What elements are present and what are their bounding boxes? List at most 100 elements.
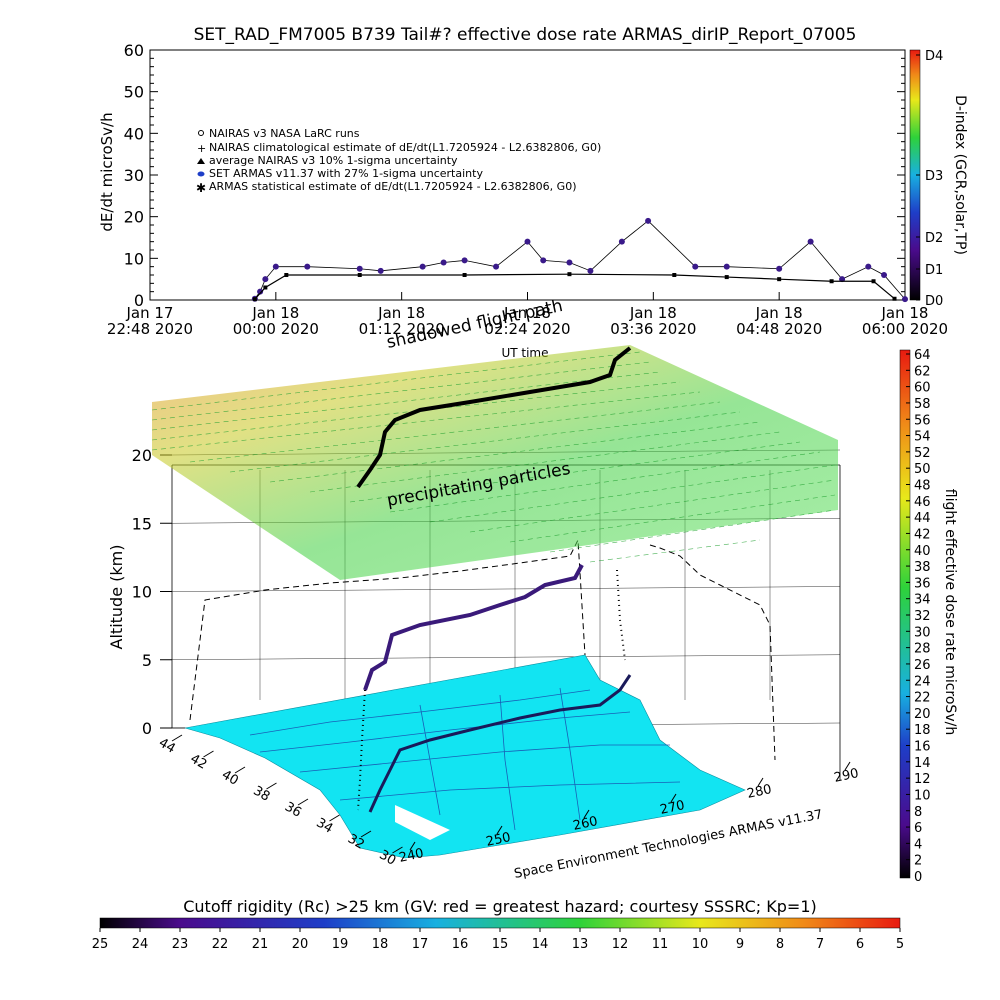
dose-rate-tick-label: 62 bbox=[914, 364, 931, 379]
longitude-tick-label: 250 bbox=[485, 830, 512, 850]
latitude-tick bbox=[329, 814, 340, 822]
legend-entry-nairas-uncertainty: average NAIRAS v3 10% 1-sigma uncertaint… bbox=[209, 154, 458, 167]
legend-entry-nairas-climatological: NAIRAS climatological estimate of dE/dt(… bbox=[209, 141, 601, 154]
legend-entry-nairas-runs: NAIRAS v3 NASA LaRC runs bbox=[209, 127, 360, 140]
longitude-tick bbox=[583, 809, 590, 819]
latitude-tick bbox=[203, 750, 214, 758]
latitude-tick-label: 42 bbox=[188, 751, 210, 772]
armas-data-point bbox=[587, 267, 594, 274]
armas-data-point bbox=[419, 263, 426, 270]
cutoff-rigidity-tick-label: 13 bbox=[572, 937, 589, 952]
statistical-data-point bbox=[892, 296, 897, 301]
armas-data-point bbox=[776, 265, 783, 272]
cutoff-rigidity-tick-label: 19 bbox=[332, 937, 349, 952]
dose-rate-tick-label: 18 bbox=[914, 723, 931, 738]
cutoff-rigidity-tick-label: 11 bbox=[652, 937, 669, 952]
cutoff-rigidity-colorbar bbox=[99, 917, 901, 929]
armas-data-point bbox=[881, 272, 888, 278]
latitude-tick bbox=[297, 798, 309, 806]
dose-rate-tick-label: 60 bbox=[914, 381, 931, 396]
longitude-ticks: 240 250 260 270 280 290 bbox=[398, 761, 860, 866]
dose-rate-tick-label: 6 bbox=[914, 821, 922, 836]
altitude-tick-label: 5 bbox=[142, 651, 152, 670]
latitude-tick-label: 44 bbox=[156, 735, 178, 756]
top-y-axis-label: dE/dt microSv/h bbox=[98, 112, 116, 231]
dose-rate-tick-label: 32 bbox=[914, 609, 931, 624]
longitude-tick bbox=[844, 761, 851, 771]
latitude-ticks: 44 42 40 38 36 34 32 30 bbox=[156, 734, 403, 869]
latitude-tick bbox=[392, 846, 403, 854]
precipitating-particles-sheet bbox=[152, 345, 838, 580]
cutoff-rigidity-tick-label: 5 bbox=[896, 937, 904, 952]
dose-rate-tick-label: 50 bbox=[914, 462, 931, 477]
statistical-data-point bbox=[871, 279, 876, 284]
statistical-data-point bbox=[357, 273, 362, 277]
cutoff-rigidity-tick-label: 15 bbox=[492, 937, 509, 952]
armas-data-point bbox=[618, 238, 625, 245]
longitude-tick bbox=[670, 793, 677, 803]
dose-rate-tick-label: 30 bbox=[914, 625, 931, 640]
longitude-tick bbox=[757, 777, 764, 787]
x-tick-label-date: Jan 18 bbox=[755, 304, 803, 322]
latitude-tick-label: 36 bbox=[282, 799, 304, 820]
dose-rate-ticks: 0246810121416182022242628303234363840424… bbox=[906, 348, 931, 885]
top-data-series bbox=[251, 217, 908, 303]
armas-data-point bbox=[304, 263, 311, 270]
x-tick-label-date: Jan 17 bbox=[126, 304, 174, 322]
armas-data-point bbox=[540, 257, 547, 264]
statistical-data-point bbox=[829, 279, 834, 284]
x-tick-label-date: Jan 18 bbox=[629, 304, 677, 322]
armas-data-point bbox=[865, 263, 872, 270]
top-chart-title: SET_RAD_FM7005 B739 Tail#? effective dos… bbox=[194, 25, 857, 45]
ground-track bbox=[368, 674, 632, 813]
latitude-tick bbox=[266, 782, 277, 790]
longitude-tick-label: 290 bbox=[833, 766, 860, 786]
x-tick-label-time: 06:00 2020 bbox=[862, 320, 948, 338]
armas-data-point bbox=[356, 265, 363, 272]
shadow-flight-path-right bbox=[649, 544, 776, 761]
dose-rate-tick-label: 20 bbox=[914, 707, 931, 722]
cutoff-rigidity-tick-label: 22 bbox=[212, 937, 229, 952]
wall-grid-horizontal bbox=[171, 586, 841, 592]
x-tick-label-date: Jan 18 bbox=[377, 304, 425, 322]
d-index-tick-label: D2 bbox=[925, 231, 943, 246]
dose-rate-tick-label: 48 bbox=[914, 479, 931, 494]
flight-path-altitude bbox=[363, 564, 584, 691]
armas-data-point bbox=[262, 276, 269, 283]
cutoff-rigidity-tick-label: 7 bbox=[816, 937, 824, 952]
d-index-ticks: D0 D1 D2 D3 D4 bbox=[916, 49, 943, 309]
dose-rate-tick-label: 42 bbox=[914, 527, 931, 542]
cutoff-rigidity-tick-label: 25 bbox=[92, 937, 109, 952]
flight-path-upper bbox=[356, 346, 632, 489]
statistical-data-point bbox=[462, 273, 467, 277]
cutoff-rigidity-tick-label: 24 bbox=[132, 937, 149, 952]
altitude-tick-label: 0 bbox=[142, 719, 152, 738]
dose-rate-tick-label: 58 bbox=[914, 397, 931, 412]
dose-rate-tick-label: 34 bbox=[914, 593, 931, 608]
statistical-data-point bbox=[567, 272, 572, 277]
altitude-label: Altitude (km) bbox=[107, 545, 126, 650]
longitude-tick bbox=[496, 825, 503, 835]
armas-data-point bbox=[902, 296, 908, 303]
y-tick-label: 60 bbox=[124, 41, 144, 60]
legend-marker-armas-dot bbox=[197, 171, 205, 177]
dose-rate-tick-label: 24 bbox=[914, 674, 931, 689]
dose-rate-tick-label: 0 bbox=[914, 870, 922, 885]
latitude-tick-label: 34 bbox=[314, 815, 336, 836]
statistical-data-point bbox=[672, 273, 677, 277]
armas-data-point bbox=[566, 259, 573, 266]
dose-rate-colorbar bbox=[899, 349, 911, 879]
x-tick-label-date: Jan 18 bbox=[503, 304, 551, 322]
dose-rate-tick-label: 10 bbox=[914, 788, 931, 803]
legend-marker-nairas-runs bbox=[198, 130, 204, 136]
cutoff-rigidity-tick-label: 10 bbox=[692, 937, 709, 952]
y-tick-label: 20 bbox=[124, 208, 144, 227]
armas-data-point bbox=[493, 263, 500, 270]
dose-rate-tick-label: 36 bbox=[914, 576, 931, 591]
dose-rate-tick-label: 40 bbox=[914, 544, 931, 559]
x-tick-label-date: Jan 18 bbox=[881, 304, 929, 322]
dose-rate-tick-label: 22 bbox=[914, 691, 931, 706]
x-tick-label-time: 01:12 2020 bbox=[359, 320, 445, 338]
armas-data-point bbox=[377, 267, 384, 274]
